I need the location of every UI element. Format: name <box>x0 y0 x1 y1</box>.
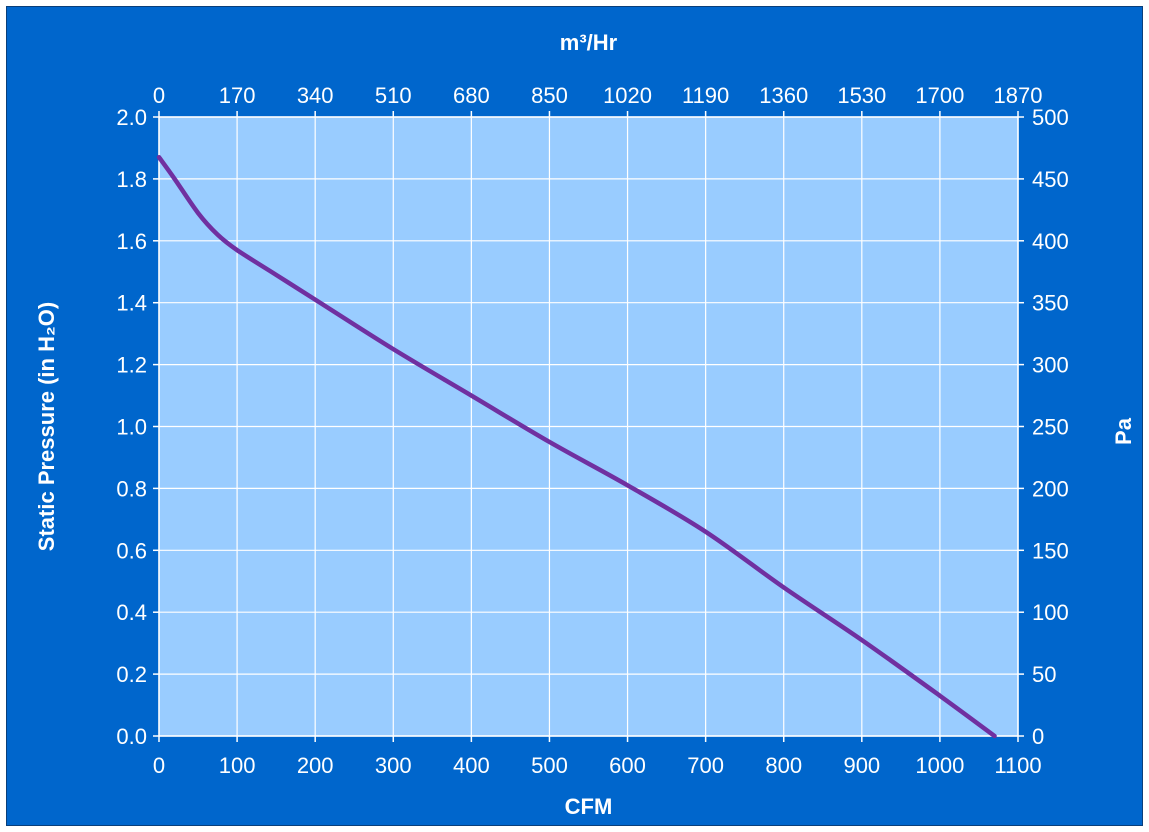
y-tick-label: 0.8 <box>116 476 147 501</box>
x-tick-label: 1100 <box>994 753 1041 778</box>
y-axis-title: Static Pressure (in H₂O) <box>34 302 59 551</box>
x-tick-label: 500 <box>531 753 568 778</box>
x2-tick-label: 1020 <box>603 83 652 108</box>
x2-tick-label: 170 <box>219 83 256 108</box>
x-tick-label: 400 <box>453 753 490 778</box>
y-tick-label: 0.4 <box>116 600 147 625</box>
x2-tick-label: 1360 <box>759 83 808 108</box>
y2-tick-label: 0 <box>1032 724 1044 749</box>
y2-tick-label: 400 <box>1032 229 1069 254</box>
x-tick-label: 100 <box>219 753 256 778</box>
y-tick-label: 1.2 <box>116 353 147 378</box>
y-tick-label: 0.0 <box>116 724 147 749</box>
x-axis-title: CFM <box>565 794 613 819</box>
y2-tick-label: 300 <box>1032 353 1069 378</box>
x2-tick-label: 1700 <box>915 83 964 108</box>
y-tick-label: 1.8 <box>116 167 147 192</box>
grid-lines <box>158 116 1019 737</box>
fan-curve-line <box>156 154 997 739</box>
x2-tick-label: 850 <box>531 83 568 108</box>
x2-tick-label: 1870 <box>994 83 1043 108</box>
x2-tick-label: 0 <box>153 83 165 108</box>
right-axis-title: Pa <box>1111 417 1136 445</box>
x-tick-label: 200 <box>297 753 334 778</box>
x2-tick-label: 340 <box>297 83 334 108</box>
x-tick-label: 600 <box>609 753 646 778</box>
x2-tick-label: 680 <box>453 83 490 108</box>
x2-tick-label: 1190 <box>682 83 729 108</box>
y-tick-label: 0.6 <box>116 538 147 563</box>
y2-tick-label: 100 <box>1032 600 1069 625</box>
x-tick-label: 300 <box>375 753 412 778</box>
x2-tick-label: 1530 <box>837 83 886 108</box>
x-tick-label: 800 <box>765 753 802 778</box>
y2-tick-label: 50 <box>1032 662 1056 687</box>
y-tick-label: 1.0 <box>116 415 147 440</box>
y-tick-label: 2.0 <box>116 105 147 130</box>
y2-tick-label: 150 <box>1032 538 1069 563</box>
y2-tick-label: 350 <box>1032 291 1069 316</box>
tick-marks <box>153 111 1024 742</box>
x-tick-label: 1000 <box>915 753 964 778</box>
y2-tick-label: 200 <box>1032 476 1069 501</box>
top-axis-title: m³/Hr <box>560 30 618 55</box>
x-tick-label: 0 <box>153 753 165 778</box>
y-tick-label: 1.4 <box>116 291 147 316</box>
y-tick-label: 0.2 <box>116 662 147 687</box>
y2-tick-label: 250 <box>1032 415 1069 440</box>
y2-tick-label: 450 <box>1032 167 1069 192</box>
y-tick-label: 1.6 <box>116 229 147 254</box>
y2-tick-label: 500 <box>1032 105 1069 130</box>
x-tick-label: 900 <box>843 753 880 778</box>
x2-tick-label: 510 <box>375 83 412 108</box>
x-tick-label: 700 <box>687 753 724 778</box>
